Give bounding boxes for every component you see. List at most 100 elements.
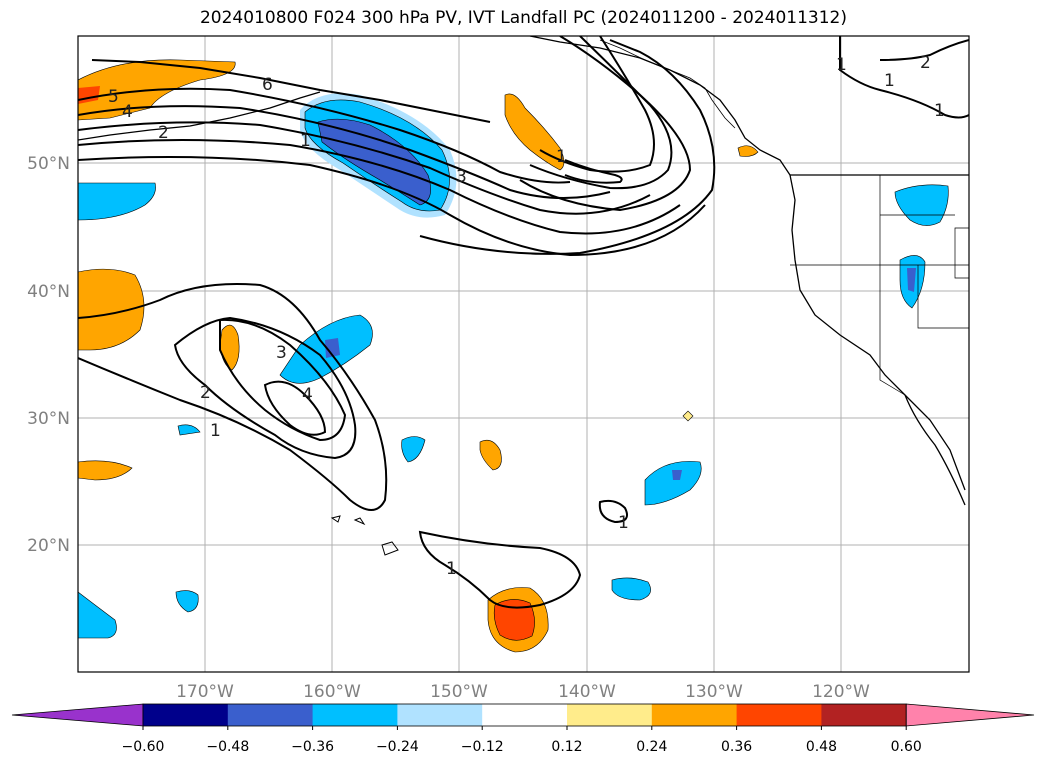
contour-ring-5 xyxy=(564,159,623,184)
contour-north-2 xyxy=(78,139,681,235)
contour-label: 6 xyxy=(262,75,273,95)
negative-anomaly-pv-core xyxy=(317,118,431,206)
lon-label: 130°W xyxy=(685,682,743,702)
colorbar-tick-label: −0.12 xyxy=(461,739,504,755)
contour-label: 2 xyxy=(920,53,931,73)
contour-label: 1 xyxy=(934,101,945,121)
colorbar-cell xyxy=(143,704,229,726)
colorbar-cell xyxy=(227,704,314,726)
positive-anomaly-small1 xyxy=(219,324,240,371)
contour-label: 5 xyxy=(108,87,119,107)
west-coast-us xyxy=(789,174,966,491)
colorbar-tick-label: 0.60 xyxy=(891,739,922,755)
lon-label: 150°W xyxy=(430,682,488,702)
contour-label: 1 xyxy=(210,421,221,441)
contour-label: 4 xyxy=(122,102,133,122)
colorbar-extend-max xyxy=(905,703,1035,727)
state-boundaries xyxy=(790,175,969,396)
contour-label: 1 xyxy=(836,55,847,75)
contour-label: 1 xyxy=(556,147,567,167)
lat-label: 50°N xyxy=(27,154,70,174)
contour-north-4 xyxy=(78,105,611,200)
negative-anomaly-west xyxy=(78,182,156,221)
contour-label: 1 xyxy=(884,71,895,91)
colorbar-cell xyxy=(312,704,398,726)
map-title: 2024010800 F024 300 hPa PV, IVT Landfall… xyxy=(199,8,847,28)
map-frame xyxy=(77,35,970,673)
pv-anomaly-fills xyxy=(78,59,949,653)
negative-anomaly-nevada-core xyxy=(907,268,916,292)
map-area: 5 4 6 2 1 3 1 2 3 4 1 1 1 1 2 1 1 xyxy=(78,36,969,672)
negative-anomaly-mid-core xyxy=(325,338,340,358)
negative-anomaly-small2 xyxy=(177,424,201,436)
positive-anomaly-west26 xyxy=(78,460,133,481)
contour-label: 3 xyxy=(276,343,287,363)
lon-label: 140°W xyxy=(558,682,616,702)
contour-north-3 xyxy=(78,121,651,215)
longitude-labels: 170°W 160°W 150°W 140°W 130°W 120°W xyxy=(176,682,870,702)
colorbar-cell xyxy=(482,704,568,726)
bc-coast-islands xyxy=(599,39,736,129)
baja-peninsula xyxy=(904,394,966,506)
colorbar: −0.60 −0.48 −0.36 −0.24 −0.12 0.12 0.24 0.36 0.4… xyxy=(11,703,1035,755)
lat-label: 40°N xyxy=(27,282,70,302)
colorbar-tick-label: 0.24 xyxy=(636,739,667,755)
negative-anomaly-east26-core xyxy=(672,470,682,480)
negative-anomaly-east26 xyxy=(644,461,702,506)
positive-anomaly-coast xyxy=(737,145,759,157)
contour-label: 3 xyxy=(456,167,467,187)
contour-ring-1 xyxy=(419,39,716,255)
contour-mid-1 xyxy=(78,283,388,511)
contour-ring-2 xyxy=(519,36,692,212)
contour-east-1 xyxy=(839,36,969,119)
positive-anomaly-gulf xyxy=(504,93,565,171)
colorbar-cell xyxy=(651,704,738,726)
colorbar-tick-label: 0.12 xyxy=(551,739,582,755)
contour-label: 4 xyxy=(302,385,313,405)
lat-label: 30°N xyxy=(27,409,70,429)
positive-anomaly-small2 xyxy=(479,439,502,471)
contour-north-6 xyxy=(91,59,491,123)
colorbar-cell xyxy=(397,704,483,726)
hawaii-islands xyxy=(330,515,399,556)
contour-ring-3 xyxy=(529,36,673,190)
lat-label: 20°N xyxy=(27,536,70,556)
colorbar-tick-label: −0.60 xyxy=(122,739,165,755)
positive-anomaly-south-core xyxy=(493,599,535,641)
negative-anomaly-small1 xyxy=(401,436,426,463)
lon-label: 170°W xyxy=(176,682,234,702)
contour-label: 2 xyxy=(200,383,211,403)
contour-east-2 xyxy=(879,39,969,61)
contour-small-1 xyxy=(598,499,628,524)
ivt-contours xyxy=(78,36,969,609)
colorbar-extend-min xyxy=(11,703,144,727)
negative-anomaly-small3 xyxy=(175,590,199,613)
contour-label: 1 xyxy=(446,559,457,579)
contour-mid-3 xyxy=(219,318,347,442)
contour-label: 1 xyxy=(618,513,629,533)
colorbar-cell xyxy=(736,704,822,726)
positive-anomaly-dot xyxy=(682,410,694,422)
contour-north-5 xyxy=(78,87,571,184)
colorbar-cell xyxy=(821,704,907,726)
colorbar-cell xyxy=(567,704,653,726)
latitude-labels: 50°N 40°N 30°N 20°N xyxy=(27,154,70,556)
contour-mid-4 xyxy=(263,380,327,436)
colorbar-tick-label: −0.48 xyxy=(206,739,249,755)
negative-anomaly-east16 xyxy=(611,577,651,601)
gridlines xyxy=(78,36,969,672)
colorbar-tick-label: −0.36 xyxy=(291,739,334,755)
contour-north-1 xyxy=(78,155,706,257)
contour-ring-4 xyxy=(539,36,655,173)
contour-labels: 5 4 6 2 1 3 1 2 3 4 1 1 1 1 2 1 1 xyxy=(108,53,945,579)
contour-south-1 xyxy=(418,530,582,609)
lon-label: 160°W xyxy=(303,682,361,702)
contour-mid-2 xyxy=(173,316,357,460)
contour-label: 1 xyxy=(300,131,311,151)
positive-anomaly-west40 xyxy=(78,268,145,351)
negative-anomaly-sw xyxy=(78,591,117,639)
negative-anomaly-idaho xyxy=(894,184,949,226)
colorbar-tick-label: 0.48 xyxy=(806,739,837,755)
lon-label: 120°W xyxy=(812,682,870,702)
